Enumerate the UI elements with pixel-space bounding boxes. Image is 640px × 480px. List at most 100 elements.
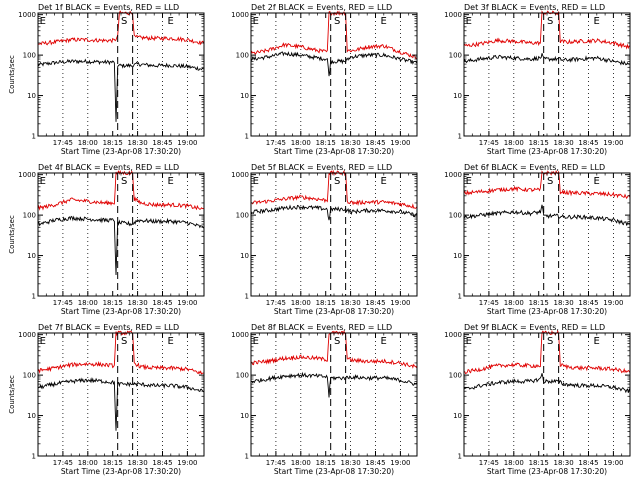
x-tick-label: 17:45 [266, 459, 286, 467]
panel-title: Det 2f BLACK = Events, RED = LLD [251, 3, 392, 12]
flag-marker-s: S [121, 336, 127, 347]
events-series-line [250, 204, 418, 221]
x-tick-label: 18:30 [128, 459, 148, 467]
x-tick-label: 19:00 [177, 459, 197, 467]
panel-title: Det 3f BLACK = Events, RED = LLD [464, 3, 605, 12]
panel-det-5: Det 5f BLACK = Events, RED = LLD 1 10 100 10… [231, 163, 418, 316]
lld-series-line [37, 10, 205, 46]
x-tick-label: 18:00 [291, 459, 311, 467]
x-tick-label: 17:45 [479, 299, 499, 307]
lld-series-line [463, 10, 631, 50]
panel-det-9: Det 9f BLACK = Events, RED = LLD 1 10 100 10… [444, 323, 631, 476]
events-series-line [250, 371, 418, 398]
y-tick-label: 10 [27, 412, 36, 420]
y-tick-label: 10 [453, 412, 462, 420]
y-tick-label: 10 [240, 92, 249, 100]
y-tick-label: 1000 [18, 171, 36, 179]
panel-det-6: Det 6f BLACK = Events, RED = LLD 1 10 100 10… [444, 163, 631, 316]
flag-marker-e: E [167, 336, 173, 347]
x-tick-label: 18:45 [365, 459, 385, 467]
y-tick-label: 1000 [231, 11, 249, 19]
flag-marker-e: E [253, 16, 259, 27]
x-axis-label: Start Time (23-Apr-08 17:30:20) [487, 307, 607, 316]
x-tick-label: 18:30 [341, 299, 361, 307]
x-tick-label: 19:00 [603, 139, 623, 147]
x-tick-label: 18:00 [78, 299, 98, 307]
x-tick-label: 18:15 [103, 299, 123, 307]
flag-marker-e: E [593, 176, 599, 187]
x-axis-label: Start Time (23-Apr-08 17:30:20) [487, 467, 607, 476]
x-tick-label: 18:45 [152, 139, 172, 147]
x-tick-label: 18:15 [529, 299, 549, 307]
x-tick-label: 18:30 [554, 459, 574, 467]
x-tick-label: 18:15 [529, 459, 549, 467]
flag-marker-e: E [167, 16, 173, 27]
x-axis-label: Start Time (23-Apr-08 17:30:20) [61, 467, 181, 476]
y-tick-label: 10 [453, 252, 462, 260]
x-axis-label: Start Time (23-Apr-08 17:30:20) [274, 307, 394, 316]
x-tick-label: 17:45 [266, 299, 286, 307]
flag-marker-e: E [466, 336, 472, 347]
y-tick-label: 10 [453, 92, 462, 100]
x-tick-label: 18:30 [128, 299, 148, 307]
y-tick-label: 1 [458, 293, 462, 301]
y-tick-label: 1 [245, 453, 249, 461]
y-tick-label: 100 [449, 52, 462, 60]
y-axis-label: Counts/sec [8, 215, 16, 254]
x-tick-label: 18:15 [316, 139, 336, 147]
panel-title: Det 6f BLACK = Events, RED = LLD [464, 163, 605, 172]
x-tick-label: 17:45 [53, 139, 73, 147]
x-tick-label: 18:15 [103, 459, 123, 467]
events-series-line [463, 204, 631, 226]
flag-marker-e: E [466, 16, 472, 27]
x-tick-label: 18:45 [578, 459, 598, 467]
x-tick-label: 18:15 [103, 139, 123, 147]
x-tick-label: 18:45 [578, 139, 598, 147]
flag-marker-e: E [40, 336, 46, 347]
x-tick-label: 18:30 [554, 139, 574, 147]
y-tick-label: 1 [32, 133, 36, 141]
flag-marker-e: E [253, 336, 259, 347]
y-axis-label: Counts/sec [8, 55, 16, 94]
x-axis-label: Start Time (23-Apr-08 17:30:20) [487, 147, 607, 156]
flag-marker-e: E [466, 176, 472, 187]
flag-marker-s: S [547, 336, 553, 347]
y-tick-label: 10 [240, 412, 249, 420]
panel-title: Det 1f BLACK = Events, RED = LLD [38, 3, 179, 12]
y-tick-label: 1000 [231, 171, 249, 179]
x-axis-label: Start Time (23-Apr-08 17:30:20) [61, 307, 181, 316]
x-tick-label: 17:45 [53, 459, 73, 467]
y-tick-label: 100 [23, 52, 36, 60]
events-series-line [37, 58, 205, 122]
y-tick-label: 1 [458, 453, 462, 461]
x-tick-label: 19:00 [177, 139, 197, 147]
y-tick-label: 100 [449, 372, 462, 380]
y-tick-label: 1 [458, 133, 462, 141]
y-tick-label: 1000 [18, 331, 36, 339]
y-tick-label: 100 [236, 212, 249, 220]
y-axis-label: Counts/sec [8, 375, 16, 414]
events-series-line [463, 373, 631, 394]
flag-marker-e: E [380, 336, 386, 347]
y-tick-label: 100 [236, 52, 249, 60]
panel-title: Det 8f BLACK = Events, RED = LLD [251, 323, 392, 332]
x-tick-label: 18:30 [554, 299, 574, 307]
x-tick-label: 18:00 [78, 459, 98, 467]
y-tick-label: 1 [245, 133, 249, 141]
x-tick-label: 17:45 [479, 459, 499, 467]
x-tick-label: 18:30 [341, 459, 361, 467]
events-series-line [37, 215, 205, 276]
x-tick-label: 19:00 [603, 299, 623, 307]
x-tick-label: 19:00 [177, 299, 197, 307]
y-tick-label: 1 [245, 293, 249, 301]
x-tick-label: 17:45 [266, 139, 286, 147]
y-tick-label: 1000 [18, 11, 36, 19]
flag-marker-e: E [593, 16, 599, 27]
x-tick-label: 18:00 [504, 299, 524, 307]
x-axis-label: Start Time (23-Apr-08 17:30:20) [61, 147, 181, 156]
x-tick-label: 18:45 [365, 139, 385, 147]
flag-marker-e: E [40, 16, 46, 27]
x-tick-label: 18:00 [291, 139, 311, 147]
flag-marker-s: S [334, 176, 340, 187]
y-tick-label: 1 [32, 453, 36, 461]
